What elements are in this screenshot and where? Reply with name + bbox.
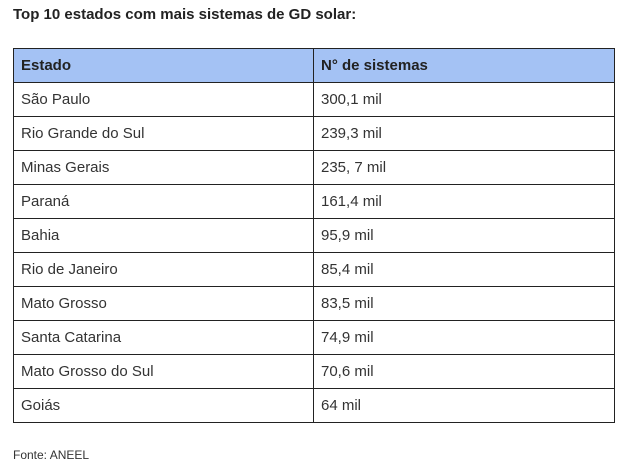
table-title: Top 10 estados com mais sistemas de GD s… <box>13 6 357 23</box>
table-row: Mato Grosso 83,5 mil <box>13 286 615 321</box>
cell-estado: Mato Grosso <box>13 286 314 321</box>
cell-sistemas: 64 mil <box>313 388 615 423</box>
table-header-row: Estado N° de sistemas <box>13 48 615 83</box>
column-header-sistemas: N° de sistemas <box>313 48 615 83</box>
cell-estado: Bahia <box>13 218 314 253</box>
table-row: Bahia 95,9 mil <box>13 218 615 253</box>
cell-sistemas: 300,1 mil <box>313 82 615 117</box>
table-row: Santa Catarina 74,9 mil <box>13 320 615 355</box>
cell-sistemas: 83,5 mil <box>313 286 615 321</box>
cell-estado: Goiás <box>13 388 314 423</box>
data-table: Estado N° de sistemas São Paulo 300,1 mi… <box>13 48 615 423</box>
cell-sistemas: 239,3 mil <box>313 116 615 151</box>
cell-sistemas: 235, 7 mil <box>313 150 615 185</box>
column-header-estado: Estado <box>13 48 314 83</box>
table-row: Rio Grande do Sul 239,3 mil <box>13 116 615 151</box>
cell-sistemas: 161,4 mil <box>313 184 615 219</box>
cell-sistemas: 85,4 mil <box>313 252 615 287</box>
cell-estado: Santa Catarina <box>13 320 314 355</box>
table-row: Paraná 161,4 mil <box>13 184 615 219</box>
table-row: Rio de Janeiro 85,4 mil <box>13 252 615 287</box>
table-row: São Paulo 300,1 mil <box>13 82 615 117</box>
cell-sistemas: 70,6 mil <box>313 354 615 389</box>
table-row: Goiás 64 mil <box>13 388 615 423</box>
source-note: Fonte: ANEEL <box>13 448 90 462</box>
cell-estado: Mato Grosso do Sul <box>13 354 314 389</box>
cell-estado: Rio de Janeiro <box>13 252 314 287</box>
cell-estado: Minas Gerais <box>13 150 314 185</box>
cell-sistemas: 74,9 mil <box>313 320 615 355</box>
cell-estado: Rio Grande do Sul <box>13 116 314 151</box>
table-row: Minas Gerais 235, 7 mil <box>13 150 615 185</box>
cell-sistemas: 95,9 mil <box>313 218 615 253</box>
cell-estado: São Paulo <box>13 82 314 117</box>
cell-estado: Paraná <box>13 184 314 219</box>
table-row: Mato Grosso do Sul 70,6 mil <box>13 354 615 389</box>
